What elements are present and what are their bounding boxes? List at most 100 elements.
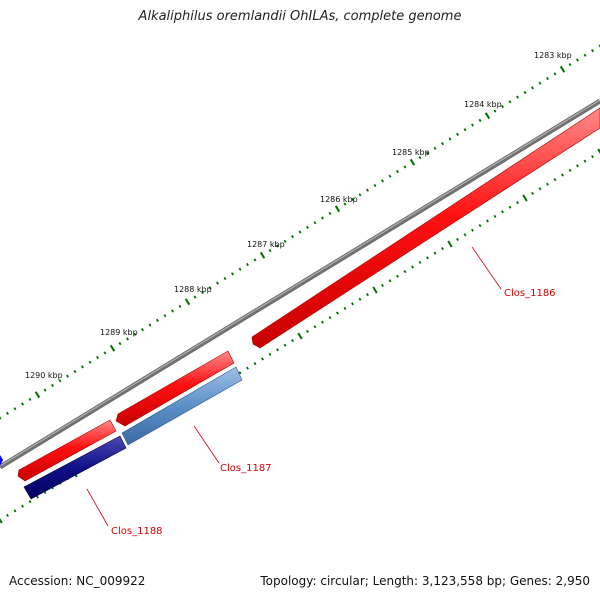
minor-tick <box>351 302 354 306</box>
outer-tick-ring <box>0 44 600 420</box>
major-tick <box>109 344 116 352</box>
minor-tick <box>141 328 144 332</box>
minor-tick <box>388 174 392 178</box>
minor-tick <box>553 72 557 76</box>
minor-tick <box>501 104 504 109</box>
minor-tick <box>321 216 324 220</box>
minor-tick <box>418 156 422 160</box>
gene-forward-segment[interactable] <box>115 350 235 427</box>
minor-tick <box>478 118 482 122</box>
minor-tick <box>456 132 459 136</box>
minor-tick <box>313 325 317 329</box>
minor-tick <box>561 173 564 177</box>
minor-tick <box>51 383 54 388</box>
minor-tick <box>336 311 339 315</box>
minor-tick <box>163 314 167 318</box>
minor-tick <box>396 169 399 174</box>
major-tick <box>184 298 191 306</box>
genome-backbone-highlight <box>0 99 600 467</box>
minor-tick <box>246 366 249 370</box>
minor-tick <box>73 369 77 374</box>
minor-tick <box>133 332 137 336</box>
minor-tick <box>28 397 32 401</box>
major-tick <box>409 158 416 166</box>
minor-tick <box>171 309 174 313</box>
tick-label: 1287 kbp <box>247 240 285 249</box>
leader-clos-1187 <box>193 425 220 464</box>
minor-tick <box>238 371 242 375</box>
minor-tick <box>583 53 587 57</box>
minor-tick <box>493 109 497 113</box>
minor-tick <box>253 362 257 366</box>
tick-label: 1283 kbp <box>534 51 572 60</box>
minor-tick <box>366 293 369 297</box>
minor-tick <box>441 142 444 146</box>
minor-tick <box>576 58 579 62</box>
major-tick <box>259 251 266 259</box>
minor-tick <box>471 228 474 232</box>
major-tick <box>559 65 566 73</box>
minor-tick <box>328 316 332 320</box>
minor-tick <box>523 90 527 95</box>
minor-tick <box>568 63 572 67</box>
minor-tick <box>276 244 279 248</box>
minor-tick <box>81 365 84 369</box>
gene-label-clos-1188: Clos_1188 <box>111 526 163 537</box>
minor-tick <box>583 159 587 163</box>
minor-tick <box>253 258 257 262</box>
minor-tick <box>298 230 302 234</box>
minor-tick <box>358 193 362 197</box>
minor-tick <box>373 183 377 188</box>
minor-tick <box>313 221 317 225</box>
minor-tick <box>261 357 264 361</box>
minor-tick <box>238 267 242 271</box>
minor-tick <box>103 351 107 355</box>
minor-tick <box>576 164 579 168</box>
minor-tick <box>246 262 249 267</box>
minor-tick <box>343 306 347 310</box>
gene-clos-1186[interactable] <box>251 107 600 349</box>
minor-tick <box>388 279 392 283</box>
tick-label: 1289 kbp <box>100 328 138 337</box>
minor-tick <box>568 168 572 172</box>
minor-tick <box>456 237 459 241</box>
minor-tick <box>381 283 384 287</box>
genome-backbone <box>0 98 600 470</box>
minor-tick <box>223 276 227 281</box>
minor-tick <box>216 281 219 285</box>
minor-tick <box>283 239 287 243</box>
gene-clos-1187[interactable] <box>121 366 243 446</box>
genome-summary: Topology: circular; Length: 3,123,558 bp… <box>260 574 590 588</box>
minor-tick <box>546 76 549 81</box>
minor-tick <box>21 402 24 406</box>
minor-tick <box>448 137 452 141</box>
major-tick <box>522 194 528 202</box>
minor-tick <box>66 374 69 378</box>
gene-forward-segment[interactable] <box>17 419 117 482</box>
gene-clos-1188[interactable] <box>23 435 127 500</box>
gene-label-clos-1187: Clos_1187 <box>220 463 272 474</box>
minor-tick <box>208 286 212 290</box>
minor-tick <box>553 178 557 182</box>
minor-tick <box>148 323 152 327</box>
minor-tick <box>591 49 594 53</box>
minor-tick <box>58 379 62 383</box>
minor-tick <box>531 191 534 195</box>
minor-tick <box>426 151 429 155</box>
map-title: Alkaliphilus oremlandii OhILAs, complete… <box>138 9 462 24</box>
minor-tick <box>358 297 362 301</box>
minor-tick <box>538 187 542 191</box>
minor-tick <box>433 146 437 150</box>
minor-tick <box>126 337 129 341</box>
minor-tick <box>531 86 534 90</box>
minor-tick <box>516 201 519 205</box>
minor-tick <box>441 247 444 251</box>
major-tick <box>0 518 3 524</box>
minor-tick <box>418 260 422 264</box>
minor-tick <box>291 339 294 343</box>
minor-tick <box>493 214 497 218</box>
major-tick <box>34 391 41 399</box>
tick-label: 1286 kbp <box>320 195 358 204</box>
minor-tick <box>291 235 294 239</box>
